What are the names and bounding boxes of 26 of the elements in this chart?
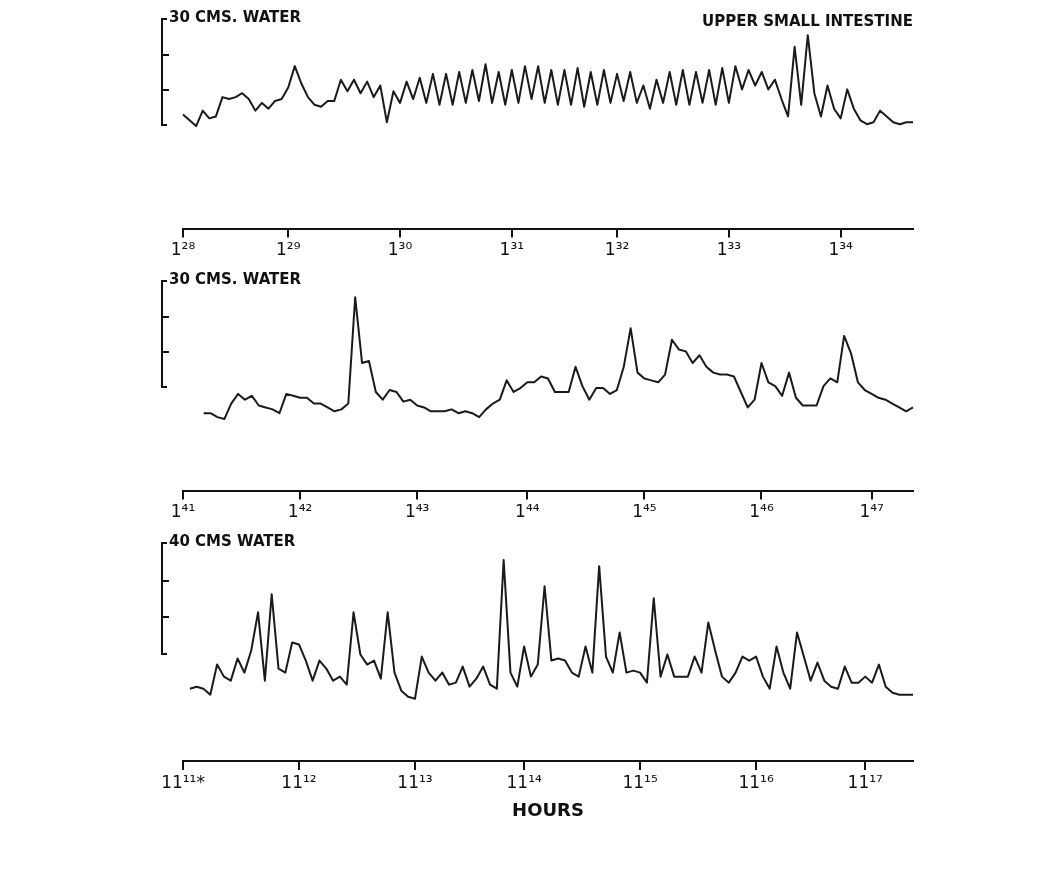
y-axis-title: 40 CMS WATER — [169, 531, 296, 550]
x-tick-label: 1³⁰ — [387, 239, 413, 260]
x-tick-label: 11¹¹* — [161, 771, 205, 792]
x-tick-label: 1³¹ — [499, 239, 525, 260]
x-tick-label: 1²⁹ — [276, 239, 301, 260]
x-tick-label: 1²⁸ — [170, 239, 196, 260]
x-tick-label: 1³⁴ — [828, 239, 854, 260]
x-tick-label: 11¹⁶ — [738, 771, 774, 792]
x-tick-label: 11¹⁵ — [622, 771, 658, 792]
x-tick-label: 1⁴¹ — [170, 501, 196, 522]
x-tick-label: 11¹⁴ — [506, 771, 542, 792]
chart-title: UPPER SMALL INTESTINE — [702, 11, 913, 30]
x-axis-title: HOURS — [512, 798, 584, 820]
x-tick-label: 1⁴⁷ — [859, 501, 885, 522]
x-tick-label: 1³² — [604, 239, 630, 260]
x-tick-label: 1⁴² — [287, 501, 313, 522]
x-tick-label: 11¹³ — [397, 771, 433, 792]
y-axis-title: 30 CMS. WATER — [169, 7, 302, 26]
x-tick-label: 1⁴³ — [404, 501, 430, 522]
x-tick-label: 1⁴⁶ — [749, 501, 774, 522]
x-tick-label: 1⁴⁵ — [632, 501, 657, 522]
x-tick-label: 11¹² — [281, 771, 317, 792]
x-tick-label: 1⁴⁴ — [515, 501, 540, 522]
x-tick-label: 1³³ — [716, 239, 742, 260]
x-tick-label: 11¹⁷ — [847, 771, 884, 792]
y-axis-title: 30 CMS. WATER — [169, 269, 302, 288]
